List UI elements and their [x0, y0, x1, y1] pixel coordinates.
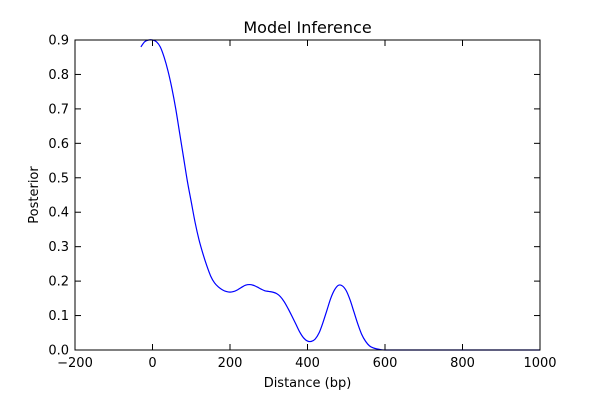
y-tick-label: 0.2: [48, 275, 69, 290]
series-layer: [140, 39, 540, 351]
x-axis-label: Distance (bp): [264, 376, 352, 391]
x-tick-label: 1000: [523, 356, 556, 371]
y-tick-label: 0.4: [48, 206, 69, 221]
y-axis-label: Posterior: [27, 166, 42, 224]
x-tick-label: 400: [295, 356, 320, 371]
y-tick-label: 0.5: [48, 171, 69, 186]
x-tick-label: 800: [450, 356, 475, 371]
x-tick-label: 600: [373, 356, 398, 371]
y-tick-label: 0.6: [48, 137, 69, 152]
x-tick-label: 200: [218, 356, 243, 371]
x-tick-label: 0: [148, 356, 156, 371]
ticks-layer: −200 0 200 400 600 800 1000 0.0 0.1 0.2 0.3 0.4 0.5 0…: [48, 34, 556, 372]
y-tick-label: 0.9: [48, 34, 69, 49]
x-tick-label: −200: [57, 356, 93, 371]
y-tick-label: 0.7: [48, 102, 69, 117]
y-tick-label: 0.1: [48, 309, 69, 324]
y-tick-label: 0.3: [48, 240, 69, 255]
series-line: [140, 39, 540, 351]
y-tick-label: 0.8: [48, 68, 69, 83]
chart-title: Model Inference: [243, 18, 371, 37]
y-tick-label: 0.0: [48, 344, 69, 359]
plot-frame: [74, 39, 541, 351]
